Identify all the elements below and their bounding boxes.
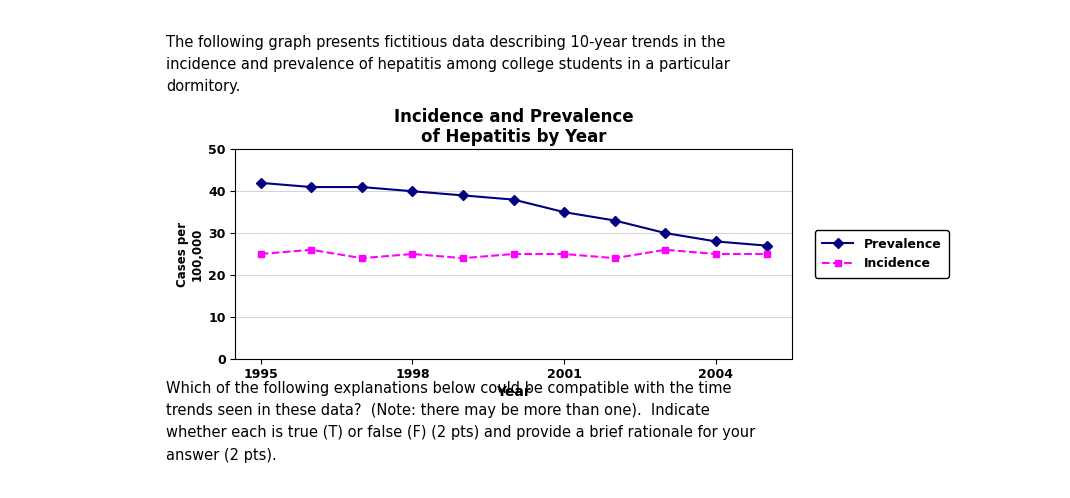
X-axis label: Year: Year (496, 385, 531, 399)
Title: Incidence and Prevalence
of Hepatitis by Year: Incidence and Prevalence of Hepatitis by… (394, 108, 633, 146)
Prevalence (305, 184, 318, 190)
Prevalence (255, 180, 268, 186)
Y-axis label: Cases per
100,000: Cases per 100,000 (175, 222, 204, 286)
Incidence (507, 251, 520, 257)
Prevalence (760, 243, 773, 249)
Incidence (355, 255, 368, 261)
Incidence (305, 247, 318, 253)
Incidence (457, 255, 470, 261)
Legend: Prevalence, Incidence: Prevalence, Incidence (814, 231, 949, 277)
Line: Prevalence: Prevalence (257, 179, 770, 249)
Incidence (659, 247, 672, 253)
Text: The following graph presents fictitious data describing 10-year trends in the
in: The following graph presents fictitious … (166, 35, 730, 94)
Prevalence (609, 218, 622, 224)
Text: Which of the following explanations below could be compatible with the time
tren: Which of the following explanations belo… (166, 381, 755, 463)
Prevalence (659, 230, 672, 236)
Incidence (760, 251, 773, 257)
Prevalence (457, 192, 470, 198)
Prevalence (355, 184, 368, 190)
Prevalence (709, 239, 722, 245)
Line: Incidence: Incidence (257, 247, 770, 261)
Prevalence (507, 197, 520, 203)
Incidence (255, 251, 268, 257)
Prevalence (406, 188, 418, 194)
Incidence (557, 251, 570, 257)
Incidence (709, 251, 722, 257)
Prevalence (557, 209, 570, 215)
Incidence (609, 255, 622, 261)
Incidence (406, 251, 418, 257)
